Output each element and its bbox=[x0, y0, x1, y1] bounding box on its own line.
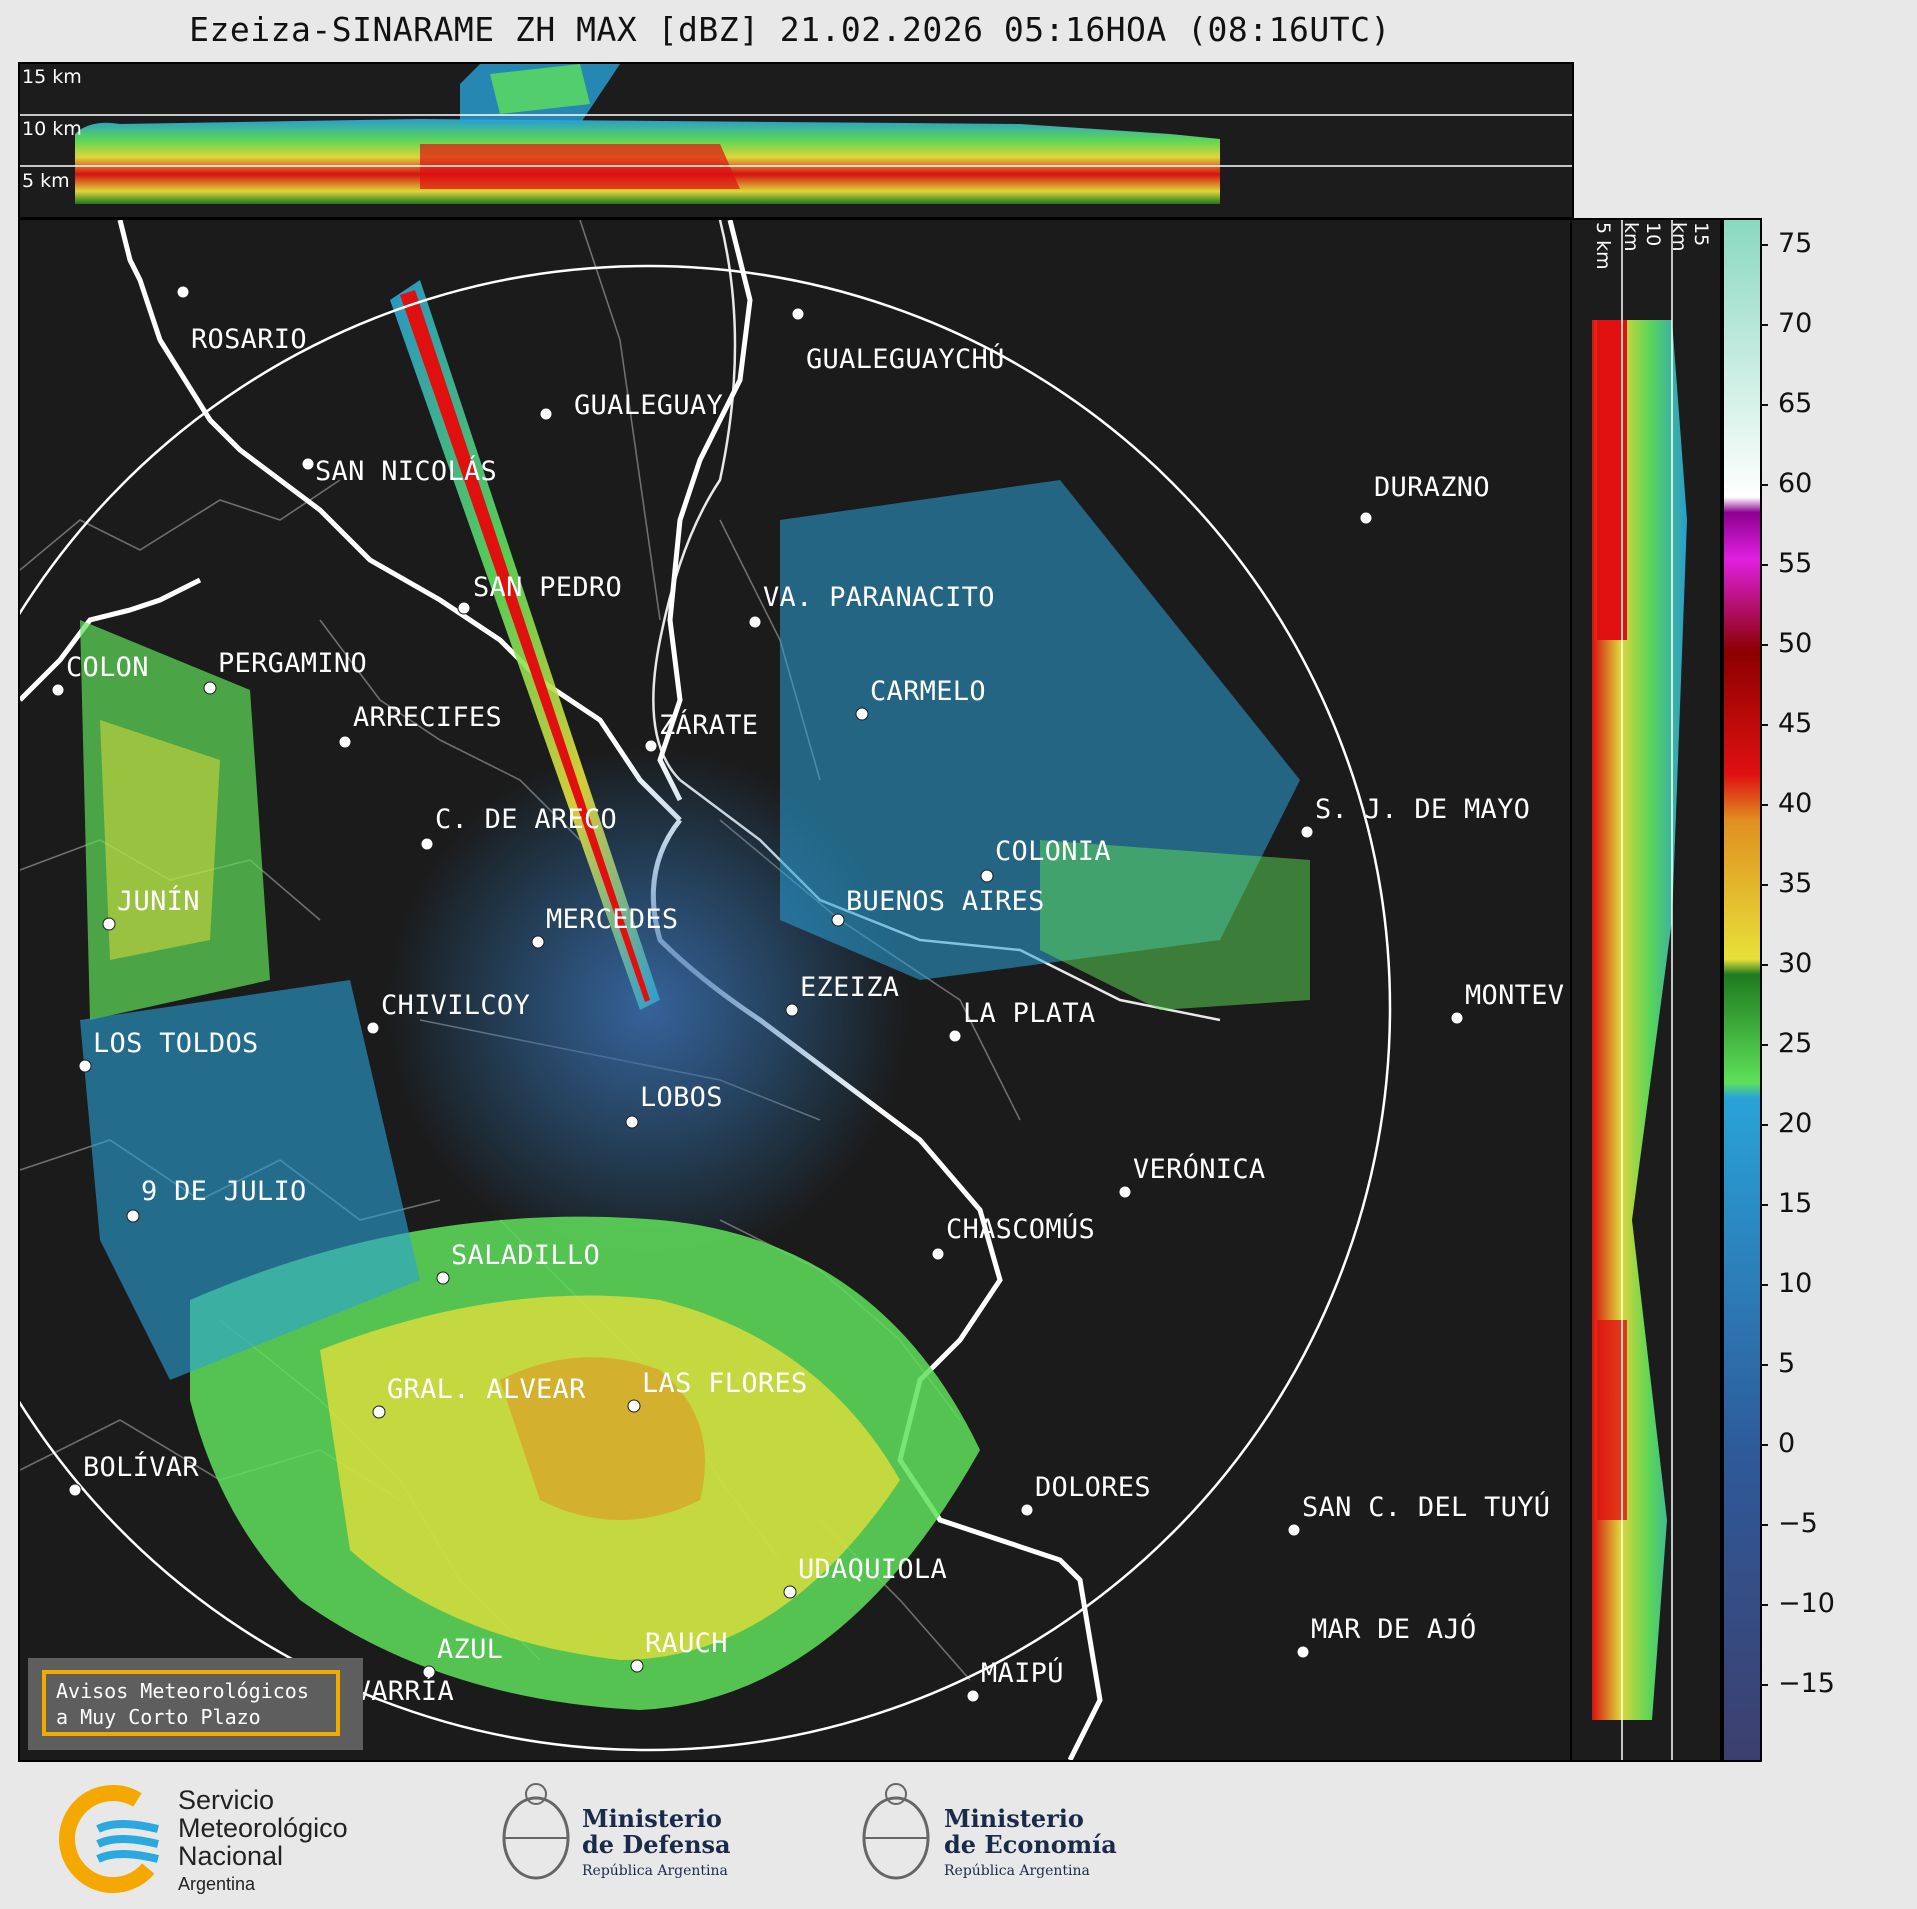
city-san-c-del-tuyu: SAN C. DEL TUYÚ bbox=[1302, 1492, 1551, 1523]
city-junin: JUNÍN bbox=[117, 886, 200, 917]
defensa-shield-icon bbox=[502, 1783, 570, 1880]
warning-service-label: Avisos Meteorológicos a Muy Corto Plazo bbox=[42, 1670, 340, 1736]
side-profile-graphic bbox=[1592, 220, 1687, 1760]
city-9-de-julio: 9 DE JULIO bbox=[141, 1176, 307, 1207]
radar-map: ROSARIO GUALEGUAYCHÚ GUALEGUAY SAN NICOL… bbox=[18, 218, 1574, 1762]
colorbar-tick: 60 bbox=[1760, 468, 1812, 499]
smn-line-3: Nacional bbox=[178, 1841, 284, 1871]
city-gualeguaychu: GUALEGUAYCHÚ bbox=[806, 344, 1005, 375]
city-la-plata: LA PLATA bbox=[963, 998, 1096, 1029]
height-label-15: 15 km bbox=[22, 66, 82, 88]
colorbar-tick: 30 bbox=[1760, 948, 1812, 979]
defensa-line-2: de Defensa bbox=[582, 1830, 731, 1859]
city-pergamino: PERGAMINO bbox=[218, 648, 367, 679]
city-los-toldos: LOS TOLDOS bbox=[93, 1028, 259, 1059]
colorbar-tick: −15 bbox=[1760, 1668, 1835, 1699]
warning-line-1: Avisos Meteorológicos bbox=[56, 1679, 309, 1703]
city-durazno: DURAZNO bbox=[1374, 472, 1490, 503]
city-sj-de-mayo: S. J. DE MAYO bbox=[1315, 794, 1531, 825]
colorbar-tick: 70 bbox=[1760, 308, 1812, 339]
colorbar bbox=[1722, 218, 1762, 1762]
smn-logo-text: Servicio Meteorológico Nacional Argentin… bbox=[178, 1786, 348, 1898]
smn-line-4: Argentina bbox=[178, 1874, 256, 1894]
colorbar-tick: 65 bbox=[1760, 388, 1812, 419]
top-profile-graphic bbox=[20, 64, 1572, 204]
colorbar-tick: 0 bbox=[1760, 1428, 1795, 1459]
warning-line-2: a Muy Corto Plazo bbox=[56, 1705, 261, 1729]
city-gral-alvear: GRAL. ALVEAR bbox=[387, 1374, 586, 1405]
defensa-line-1: Ministerio bbox=[582, 1804, 722, 1833]
city-buenos-aires: BUENOS AIRES bbox=[846, 886, 1045, 917]
colorbar-graphic bbox=[1724, 220, 1760, 1760]
city-rosario: ROSARIO bbox=[191, 324, 307, 355]
side-height-label-10: 10 km bbox=[1620, 222, 1664, 252]
city-chivilcoy: CHIVILCOY bbox=[381, 990, 530, 1021]
height-label-5: 5 km bbox=[22, 170, 70, 192]
city-maipu: MAIPÚ bbox=[981, 1658, 1064, 1689]
economia-line-1: Ministerio bbox=[944, 1804, 1084, 1833]
city-montev: MONTEV bbox=[1465, 980, 1565, 1011]
colorbar-tick: 20 bbox=[1760, 1108, 1812, 1139]
city-colonia: COLONIA bbox=[995, 836, 1111, 867]
defensa-logo-text: Ministerio de Defensa República Argentin… bbox=[582, 1806, 731, 1884]
city-arrecifes: ARRECIFES bbox=[353, 702, 502, 733]
city-san-pedro: SAN PEDRO bbox=[473, 572, 622, 603]
height-label-10: 10 km bbox=[22, 118, 82, 140]
city-udaquiola: UDAQUIOLA bbox=[798, 1554, 947, 1585]
city-rauch: RAUCH bbox=[645, 1628, 728, 1659]
footer-logos: Servicio Meteorológico Nacional Argentin… bbox=[0, 1762, 1917, 1909]
city-carmelo: CARMELO bbox=[870, 676, 986, 707]
side-height-label-5: 5 km bbox=[1592, 222, 1614, 270]
city-chascomus: CHASCOMÚS bbox=[946, 1214, 1095, 1245]
city-las-flores: LAS FLORES bbox=[642, 1368, 808, 1399]
city-azul: AZUL bbox=[437, 1634, 504, 1665]
city-c-de-areco: C. DE ARECO bbox=[435, 804, 618, 835]
colorbar-tick: 35 bbox=[1760, 868, 1812, 899]
city-mar-de-ajo: MAR DE AJÓ bbox=[1311, 1614, 1477, 1645]
city-va-paranacito: VA. PARANACITO bbox=[763, 582, 995, 613]
smn-logo-icon bbox=[59, 1785, 167, 1893]
city-mercedes: MERCEDES bbox=[546, 904, 679, 935]
city-saladillo: SALADILLO bbox=[451, 1240, 600, 1271]
city-veronica: VERÓNICA bbox=[1133, 1154, 1266, 1185]
colorbar-tick: 45 bbox=[1760, 708, 1812, 739]
colorbar-tick: −10 bbox=[1760, 1588, 1835, 1619]
city-zarate: ZÁRATE bbox=[659, 710, 759, 741]
economia-line-2: de Economía bbox=[944, 1830, 1117, 1859]
economia-shield-icon bbox=[862, 1783, 930, 1880]
colorbar-tick: 40 bbox=[1760, 788, 1812, 819]
city-ezeiza: EZEIZA bbox=[800, 972, 900, 1003]
side-height-label-15: 15 km bbox=[1668, 222, 1712, 252]
chart-title: Ezeiza-SINARAME ZH MAX [dBZ] 21.02.2026 … bbox=[189, 10, 1391, 49]
economia-line-3: República Argentina bbox=[944, 1863, 1090, 1879]
city-gualeguay: GUALEGUAY bbox=[574, 390, 723, 421]
colorbar-tick: 25 bbox=[1760, 1028, 1812, 1059]
smn-line-2: Meteorológico bbox=[178, 1813, 348, 1843]
warning-service-box: Avisos Meteorológicos a Muy Corto Plazo bbox=[28, 1658, 363, 1750]
colorbar-tick: −5 bbox=[1760, 1508, 1818, 1539]
city-bolivar: BOLÍVAR bbox=[83, 1452, 199, 1483]
city-lobos: LOBOS bbox=[640, 1082, 723, 1113]
defensa-line-3: República Argentina bbox=[582, 1863, 728, 1879]
top-height-profile: 15 km 10 km 5 km bbox=[18, 62, 1574, 219]
colorbar-tick: 50 bbox=[1760, 628, 1812, 659]
colorbar-tick: 55 bbox=[1760, 548, 1812, 579]
colorbar-tick: 15 bbox=[1760, 1188, 1812, 1219]
radar-map-graphic bbox=[20, 220, 1464, 1760]
colorbar-tick: 10 bbox=[1760, 1268, 1812, 1299]
city-dolores: DOLORES bbox=[1035, 1472, 1151, 1503]
side-height-profile: 5 km 10 km 15 km bbox=[1570, 218, 1722, 1762]
colorbar-ticks: 75 70 65 60 55 50 45 40 35 30 25 20 15 1… bbox=[1760, 218, 1910, 1762]
colorbar-tick: 5 bbox=[1760, 1348, 1795, 1379]
colorbar-tick: 75 bbox=[1760, 228, 1812, 259]
economia-logo-text: Ministerio de Economía República Argenti… bbox=[944, 1806, 1117, 1884]
city-san-nicolas: SAN NICOLÁS bbox=[315, 456, 498, 487]
smn-line-1: Servicio bbox=[178, 1785, 275, 1815]
city-colon: COLON bbox=[66, 652, 149, 683]
